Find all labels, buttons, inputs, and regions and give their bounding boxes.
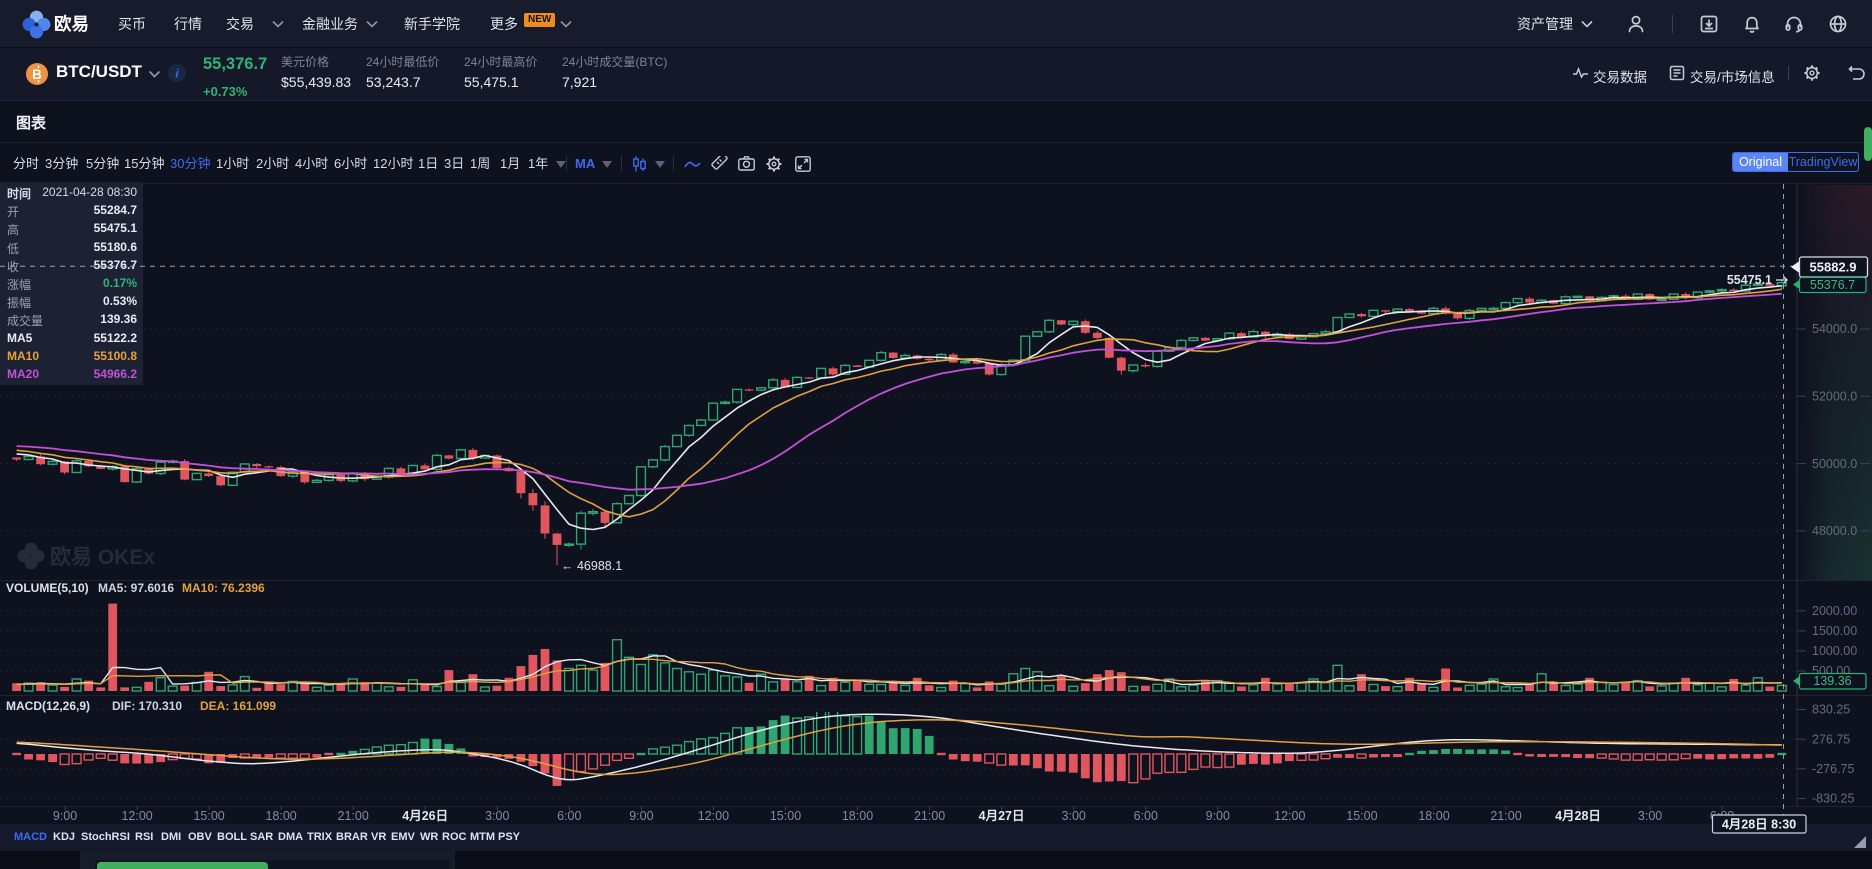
- svg-text:2000.00: 2000.00: [1812, 604, 1857, 618]
- svg-text:6:00: 6:00: [557, 809, 581, 823]
- svg-text:12:00: 12:00: [121, 809, 152, 823]
- svg-text:276.75: 276.75: [1812, 732, 1850, 746]
- svg-text:3:00: 3:00: [1062, 809, 1086, 823]
- svg-text:-830.25: -830.25: [1812, 792, 1854, 806]
- svg-text:55376.7: 55376.7: [1810, 278, 1855, 292]
- svg-text:18:00: 18:00: [265, 809, 296, 823]
- svg-text:DIF: 170.310: DIF: 170.310: [112, 699, 182, 713]
- svg-text:52000.0: 52000.0: [1812, 390, 1857, 404]
- svg-text:4月28日 8:30: 4月28日 8:30: [1722, 818, 1796, 832]
- svg-text:15:00: 15:00: [193, 809, 224, 823]
- svg-text:VOLUME(5,10): VOLUME(5,10): [6, 581, 89, 595]
- svg-text:9:00: 9:00: [53, 809, 77, 823]
- svg-text:18:00: 18:00: [1418, 809, 1449, 823]
- svg-text:54000.0: 54000.0: [1812, 322, 1857, 336]
- svg-text:12:00: 12:00: [1274, 809, 1305, 823]
- svg-text:21:00: 21:00: [338, 809, 369, 823]
- svg-text:15:00: 15:00: [1346, 809, 1377, 823]
- svg-text:MA5: 97.6016: MA5: 97.6016: [98, 581, 174, 595]
- svg-text:3:00: 3:00: [1638, 809, 1662, 823]
- svg-text:4月28日: 4月28日: [1555, 809, 1601, 823]
- svg-text:3:00: 3:00: [485, 809, 509, 823]
- svg-text:4月27日: 4月27日: [979, 809, 1025, 823]
- svg-text:欧易 OKEx: 欧易 OKEx: [50, 545, 155, 569]
- svg-text:830.25: 830.25: [1812, 703, 1850, 717]
- svg-text:DEA: 161.099: DEA: 161.099: [200, 699, 276, 713]
- svg-text:21:00: 21:00: [1490, 809, 1521, 823]
- svg-text:48000.0: 48000.0: [1812, 524, 1857, 538]
- svg-text:MA10: 76.2396: MA10: 76.2396: [182, 581, 265, 595]
- svg-text:1000.00: 1000.00: [1812, 644, 1857, 658]
- svg-text:50000.0: 50000.0: [1812, 457, 1857, 471]
- svg-text:55882.9: 55882.9: [1810, 260, 1857, 275]
- svg-text:-276.75: -276.75: [1812, 762, 1854, 776]
- svg-text:15:00: 15:00: [770, 809, 801, 823]
- svg-text:18:00: 18:00: [842, 809, 873, 823]
- svg-text:4月26日: 4月26日: [402, 809, 448, 823]
- svg-text:21:00: 21:00: [914, 809, 945, 823]
- svg-text:i: i: [175, 67, 179, 81]
- svg-text:9:00: 9:00: [1206, 809, 1230, 823]
- svg-text:1500.00: 1500.00: [1812, 624, 1857, 638]
- svg-text:9:00: 9:00: [629, 809, 653, 823]
- svg-text:139.36: 139.36: [1813, 674, 1851, 688]
- svg-text:B: B: [32, 67, 42, 82]
- svg-text:MACD(12,26,9): MACD(12,26,9): [6, 699, 90, 713]
- svg-text:55475.1: 55475.1: [1727, 273, 1772, 287]
- svg-text:6:00: 6:00: [1134, 809, 1158, 823]
- svg-text:12:00: 12:00: [698, 809, 729, 823]
- svg-text:← 46988.1: ← 46988.1: [561, 559, 622, 573]
